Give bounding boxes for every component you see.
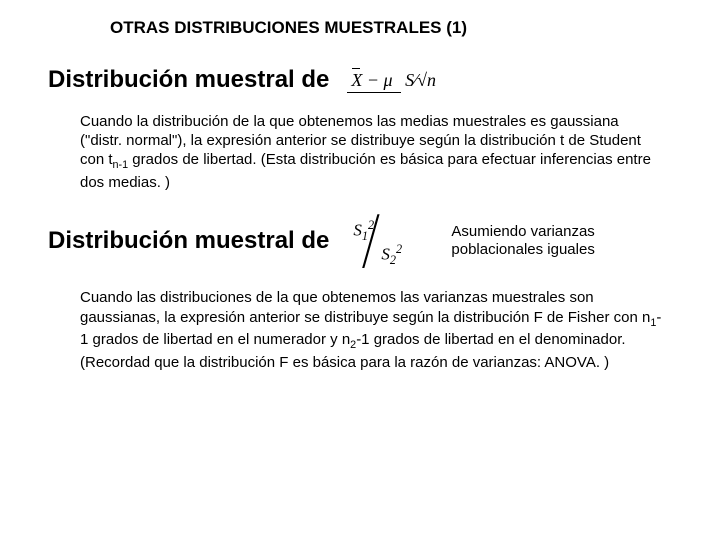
ratio-top-sup: 2 xyxy=(368,218,374,232)
section-2-paragraph: Cuando las distribuciones de la que obte… xyxy=(80,288,662,372)
slide-page: OTRAS DISTRIBUCIONES MUESTRALES (1) Dist… xyxy=(0,0,720,414)
section-2-sidenote: Asumiendo varianzas poblacionales iguale… xyxy=(451,223,641,261)
para1-sub: n-1 xyxy=(113,159,129,171)
slide-title: OTRAS DISTRIBUCIONES MUESTRALES (1) xyxy=(110,18,682,38)
ratio-top-base: S xyxy=(353,221,362,240)
formula-sqrtn: √n xyxy=(417,70,436,90)
ratio-bot-base: S xyxy=(381,245,390,264)
section-1-row: Distribución muestral de X − μ S⁄√n xyxy=(38,66,682,94)
section-2-row: Distribución muestral de ╱ S12 S22 Asumi… xyxy=(38,216,682,266)
para1-post: grados de libertad. (Esta distribución e… xyxy=(80,151,651,191)
section-2-heading: Distribución muestral de xyxy=(48,227,329,255)
section-1-heading: Distribución muestral de xyxy=(48,66,329,94)
formula-t-statistic: X − μ S⁄√n xyxy=(347,70,440,91)
section-1-paragraph: Cuando la distribución de la que obtenem… xyxy=(80,112,662,192)
formula-s: S xyxy=(405,70,414,90)
formula-xbar: X xyxy=(351,70,362,91)
ratio-bot-sup: 2 xyxy=(396,242,402,256)
formula-mu: μ xyxy=(384,70,393,90)
formula-minus: − xyxy=(362,70,383,90)
formula-f-ratio: ╱ S12 S22 xyxy=(347,216,417,266)
para2-a: Cuando las distribuciones de la que obte… xyxy=(80,289,650,325)
